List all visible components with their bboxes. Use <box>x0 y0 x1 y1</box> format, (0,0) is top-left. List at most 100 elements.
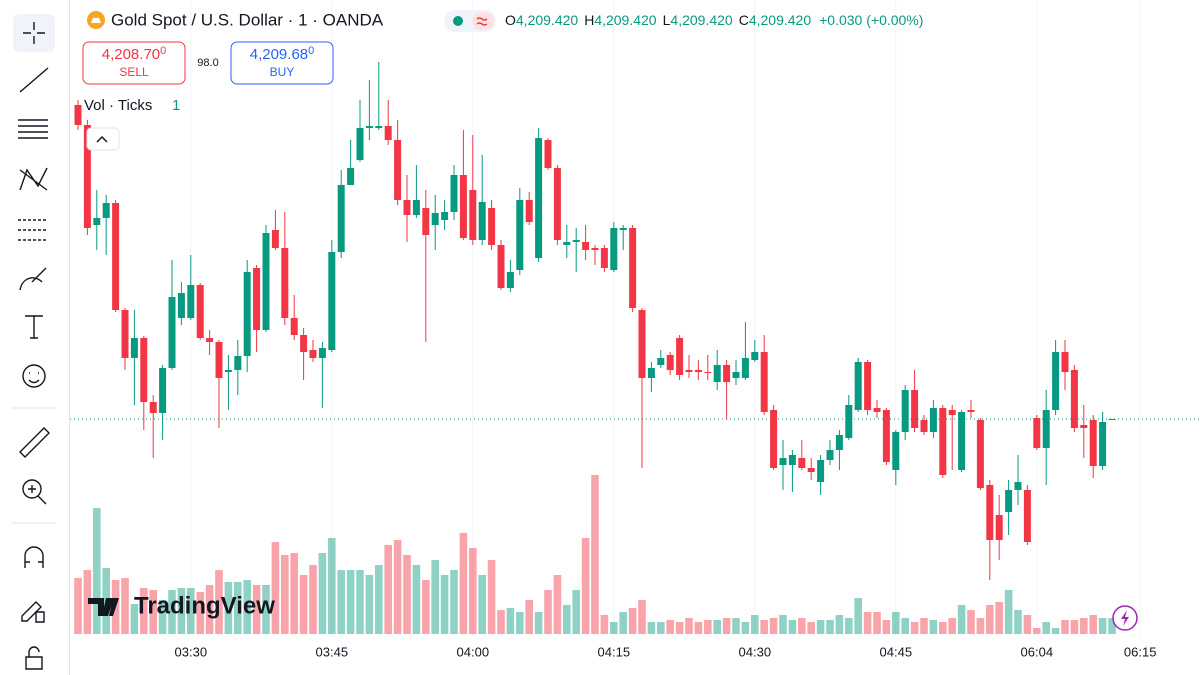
sell-button[interactable] <box>82 41 186 85</box>
emoji-tool[interactable] <box>22 364 46 388</box>
candle-body <box>629 228 637 308</box>
ohlc-value: 4,209.420 <box>749 12 811 28</box>
indicator-label: Vol · Ticks <box>84 97 152 114</box>
candle-body <box>1089 420 1097 466</box>
ruler-tool[interactable] <box>19 427 50 458</box>
volume-bar <box>224 582 233 634</box>
candle-body <box>356 128 364 160</box>
candle-body <box>929 408 937 432</box>
emoji-face <box>28 372 40 384</box>
volume-bar <box>572 590 580 634</box>
volume-bar <box>638 600 646 634</box>
volume-bar <box>328 538 336 634</box>
volume-bar <box>986 605 994 634</box>
candle-body <box>751 352 759 360</box>
candle-body <box>976 420 984 488</box>
candle-body <box>563 242 571 245</box>
volume-bar <box>713 620 721 634</box>
spread: 98.0 <box>197 57 218 69</box>
buy-pip: 0 <box>308 45 314 57</box>
candle-body <box>873 408 881 412</box>
volume-bar <box>478 575 486 634</box>
projection-tool[interactable] <box>18 219 48 241</box>
ohlc-value: 4,209.420 <box>516 12 578 28</box>
candle-layer <box>74 62 1116 580</box>
buy-price: 4,209.680 <box>250 45 315 63</box>
volume-bar <box>845 618 853 634</box>
volume-bar <box>393 540 402 634</box>
x-tick-label: 06:04 <box>1021 644 1054 659</box>
candle-body <box>478 202 486 240</box>
volume-bar <box>610 622 618 634</box>
candle-body <box>694 370 702 372</box>
brush-tool[interactable] <box>19 267 47 291</box>
candle-body <box>864 362 872 410</box>
volume-bar <box>205 585 214 634</box>
volume-bar <box>976 618 985 634</box>
magnet-tool[interactable] <box>24 546 44 568</box>
volume-bar <box>600 615 609 634</box>
volume-bar <box>281 555 289 634</box>
volume-bar <box>234 582 242 634</box>
buy-button[interactable] <box>230 41 334 85</box>
fib-tool[interactable] <box>18 119 48 139</box>
zoom-tool[interactable] <box>22 479 42 499</box>
text-tool[interactable] <box>25 315 43 339</box>
volume-bar <box>863 612 872 634</box>
pattern-tool[interactable] <box>19 167 48 191</box>
candle-body <box>995 515 1003 540</box>
volume-bar <box>581 538 590 634</box>
volume-bar <box>798 618 806 634</box>
volume-bar <box>694 622 703 634</box>
trendline-tool[interactable] <box>19 67 49 93</box>
unlock-tool[interactable] <box>25 646 43 670</box>
candle-body <box>262 233 270 330</box>
candle-body <box>704 372 712 373</box>
volume-bar <box>1061 620 1069 634</box>
candle-body <box>854 362 862 410</box>
x-tick-label: 03:30 <box>175 644 208 659</box>
volume-bar <box>816 620 825 634</box>
volume-bar <box>196 592 204 634</box>
candle-body <box>760 352 768 412</box>
crosshair-tool[interactable] <box>13 14 55 52</box>
volume-bar <box>365 575 374 634</box>
candle-body <box>948 410 956 415</box>
volume-bar <box>506 608 515 634</box>
candle-body <box>939 408 947 475</box>
logo-bars <box>91 18 101 23</box>
volume-bar <box>1014 610 1022 634</box>
watermark-logo <box>88 598 119 616</box>
volume-bar <box>1042 622 1050 634</box>
volume-bar <box>967 610 975 634</box>
delay-badge <box>472 12 494 30</box>
volume-bar <box>553 575 562 634</box>
candle-body <box>1080 425 1088 428</box>
grid: 03:30 03:45 04:00 04:15 04:30 04:45 06:04 06:15 <box>70 0 1200 659</box>
volume-bar <box>309 565 317 634</box>
volume-bar <box>619 612 627 634</box>
candle-body <box>243 272 251 356</box>
candle-body <box>967 410 975 412</box>
candle-body <box>318 348 326 358</box>
volume-bar <box>854 598 862 634</box>
candle-body <box>1070 370 1078 428</box>
candle-body <box>74 105 82 125</box>
x-tick-label: 04:30 <box>739 644 772 659</box>
candle-body <box>159 368 167 413</box>
ohlc-value: 4,209.420 <box>594 12 656 28</box>
alert-icon <box>1121 610 1129 626</box>
candle-body <box>196 285 204 338</box>
volume-bar <box>788 620 797 634</box>
candle-body <box>1042 410 1050 448</box>
volume-bar <box>1023 615 1032 634</box>
lock-drawing-tool[interactable] <box>21 601 45 623</box>
volume-bar <box>591 475 599 634</box>
ohlc-key: C <box>739 12 749 28</box>
candle-body <box>253 268 261 330</box>
volume-bar <box>384 545 392 634</box>
x-tick-label: 04:45 <box>880 644 913 659</box>
indicator-value: 1 <box>172 97 180 114</box>
volume-bar <box>807 622 815 634</box>
